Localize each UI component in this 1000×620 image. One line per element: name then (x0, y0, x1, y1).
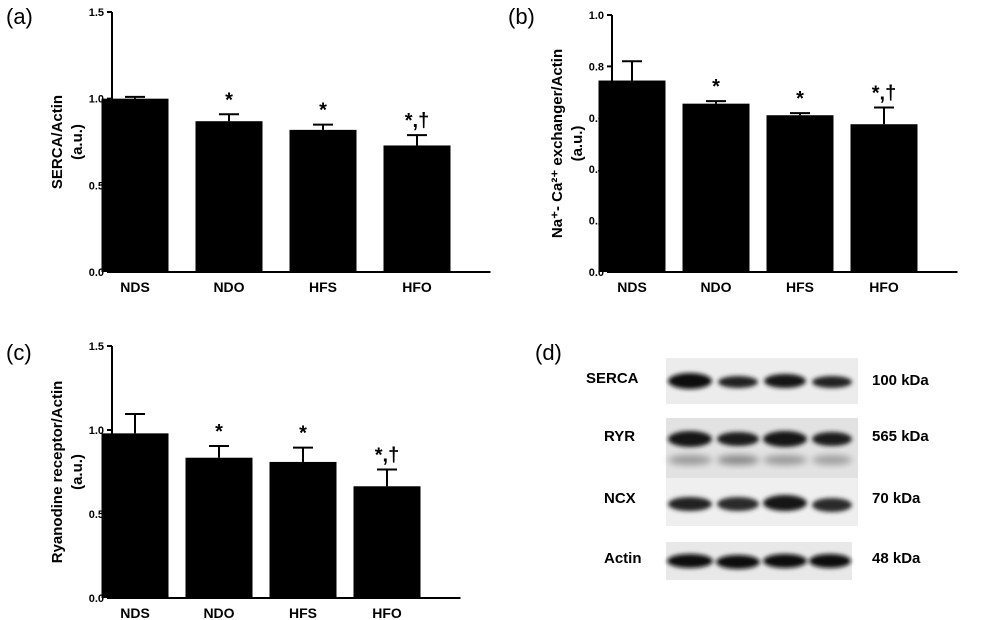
bar (101, 98, 169, 273)
significance-marker: * (712, 76, 720, 98)
x-tick-label: NDO (203, 605, 234, 620)
x-tick-label: NDS (120, 279, 150, 295)
blot-label-ncx: NCX (604, 490, 636, 507)
bar (195, 121, 263, 272)
significance-marker: * (319, 100, 327, 122)
significance-marker: *,† (405, 110, 429, 132)
y-tick-label: 1.5 (89, 7, 104, 19)
panel-c-letter: (c) (6, 340, 32, 365)
bar (598, 80, 666, 272)
panel-a-letter: (a) (6, 4, 33, 29)
y-tick-label: 0.5 (89, 509, 104, 521)
x-tick-label: NDS (617, 279, 647, 295)
blot-image (666, 358, 858, 580)
bar (766, 115, 834, 272)
bar (185, 457, 253, 598)
x-tick-label: HFO (402, 279, 432, 295)
x-tick-label: NDS (120, 605, 150, 620)
blot-kda-ncx: 70 kDa (872, 490, 921, 507)
panel-b-letter: (b) (508, 4, 535, 29)
significance-marker: * (215, 421, 223, 443)
y-tick-label: 0.5 (89, 180, 104, 192)
y-tick-label: 0.8 (589, 61, 604, 73)
significance-marker: * (225, 89, 233, 111)
x-tick-label: HFO (372, 605, 402, 620)
y-tick-label: 1.0 (89, 425, 104, 437)
chart-serca: 0.0 0.5 1.0 1.5 SERCA/Actin (a.u.) NDS * NDO * HFS… (49, 7, 491, 295)
y-axis-label: Na⁺- Ca²⁺ exchanger/Actin (a.u.) (549, 49, 586, 238)
y-axis-label-line1: SERCA/Actin (49, 95, 66, 189)
chart-ryr: 0.0 0.5 1.0 1.5 Ryanodine receptor/Actin (a.u… (49, 341, 461, 620)
significance-marker: * (299, 423, 307, 445)
significance-marker: *,† (375, 444, 399, 466)
significance-marker: *,† (872, 83, 896, 105)
y-tick-label: 1.0 (89, 94, 104, 106)
y-tick-label: 0.0 (89, 593, 104, 605)
y-axis-label-line2: (a.u.) (69, 124, 86, 160)
x-tick-label: HFS (289, 605, 317, 620)
y-tick-label: 0.0 (89, 267, 104, 279)
y-axis-label-line1: Ryanodine receptor/Actin (49, 381, 66, 564)
bar (353, 486, 421, 598)
bar (101, 433, 169, 598)
x-tick-label: HFS (309, 279, 337, 295)
y-axis-label-line2: (a.u.) (569, 126, 586, 162)
y-tick-label: 1.0 (589, 10, 604, 22)
blot-kda-ryr: 565 kDa (872, 428, 929, 445)
chart-ncx: 0.00.20.40.60.81.0Na⁺- Ca²⁺ exchanger/Ac… (549, 10, 958, 295)
x-tick-label: HFS (786, 279, 814, 295)
y-tick-label: 1.5 (89, 341, 104, 353)
blot-kda-serca: 100 kDa (872, 372, 929, 389)
panel-d-letter: (d) (535, 340, 562, 365)
y-axis-label-line2: (a.u.) (69, 454, 86, 490)
x-tick-label: NDO (700, 279, 731, 295)
bar (682, 103, 750, 272)
y-axis-label: SERCA/Actin (a.u.) (49, 95, 86, 189)
bar (383, 145, 451, 272)
blot-label-ryr: RYR (604, 428, 636, 445)
blot-kda-actin: 48 kDa (872, 550, 921, 567)
bar (289, 129, 357, 272)
x-tick-label: HFO (869, 279, 899, 295)
bar (269, 461, 337, 598)
blot-label-actin: Actin (604, 550, 642, 567)
y-axis-label: Ryanodine receptor/Actin (a.u.) (49, 381, 86, 564)
x-tick-label: NDO (213, 279, 244, 295)
y-axis-label-line1: Na⁺- Ca²⁺ exchanger/Actin (549, 49, 566, 238)
blot-label-serca: SERCA (586, 370, 639, 387)
western-blot: SERCA 100 kDa RYR 565 kDa NCX 70 kDa Act… (560, 350, 1000, 620)
bar (850, 124, 918, 272)
significance-marker: * (796, 88, 804, 110)
